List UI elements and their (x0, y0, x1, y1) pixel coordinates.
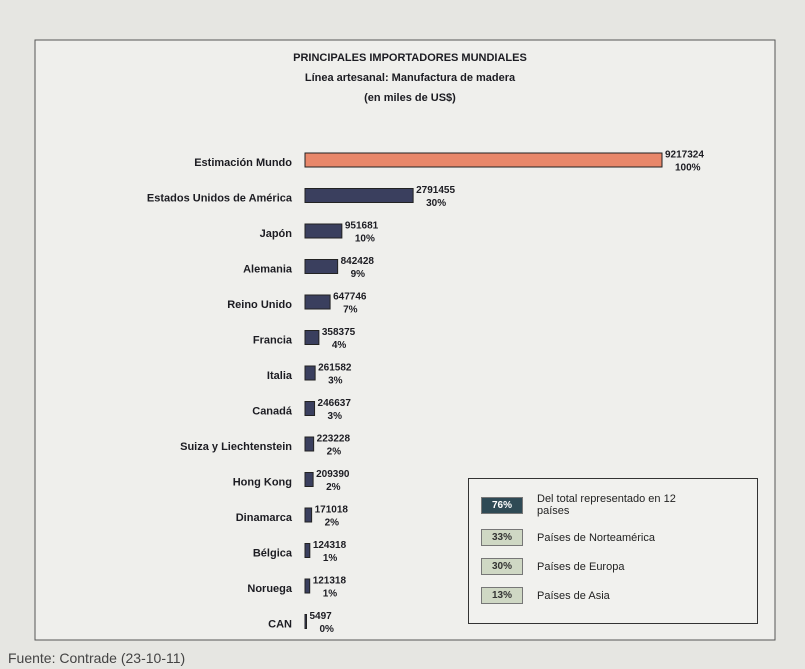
legend-text: Del total representado en 12 países (537, 493, 676, 517)
legend-badge: 30% (481, 558, 523, 575)
bar (304, 294, 331, 310)
legend-text: Países de Europa (537, 560, 625, 573)
bar (304, 401, 316, 416)
value-label: 9217324 (665, 150, 704, 161)
legend-text: Países de Norteamérica (537, 531, 655, 544)
chart-subtitle: Línea artesanal: Manufactura de madera (305, 72, 516, 84)
legend-item: 76% Del total representado en 12 países (481, 493, 745, 517)
bar (304, 578, 311, 594)
bar (304, 472, 314, 487)
category-label: Bélgica (253, 547, 293, 559)
bar (304, 365, 316, 381)
bar (304, 436, 315, 452)
bar (304, 614, 307, 629)
value-label: 842428 (341, 256, 375, 267)
category-label: Estados Unidos de América (147, 192, 293, 204)
category-label: Reino Unido (227, 299, 292, 311)
value-label: 951681 (345, 221, 379, 232)
percent-label: 0% (320, 624, 335, 635)
value-label: 5497 (310, 611, 333, 622)
percent-label: 1% (323, 553, 338, 564)
bar (304, 543, 311, 558)
legend-item: 13% Países de Asia (481, 587, 745, 604)
percent-label: 2% (326, 482, 341, 493)
value-label: 223228 (317, 434, 351, 445)
percent-label: 2% (327, 447, 342, 458)
legend-text: Países de Asia (537, 589, 610, 602)
value-label: 246637 (318, 398, 352, 409)
bar (304, 259, 339, 274)
percent-label: 1% (323, 589, 338, 600)
category-label: Noruega (247, 583, 293, 595)
value-label: 647746 (333, 292, 367, 303)
percent-label: 7% (343, 305, 358, 316)
percent-label: 3% (328, 411, 343, 422)
value-label: 261582 (318, 363, 352, 374)
bar (304, 330, 320, 345)
percent-label: 10% (355, 234, 375, 245)
bar (304, 152, 663, 168)
value-label: 171018 (315, 505, 349, 516)
chart-title: PRINCIPALES IMPORTADORES MUNDIALES (293, 52, 527, 64)
category-label: Francia (253, 334, 293, 346)
bar (304, 507, 313, 523)
category-label: Japón (260, 228, 293, 240)
legend: 76% Del total representado en 12 países 33… (468, 478, 758, 624)
legend-badge: 76% (481, 496, 523, 514)
category-label: Dinamarca (236, 512, 293, 524)
percent-label: 2% (325, 518, 340, 529)
category-label: Hong Kong (233, 476, 292, 488)
legend-item: 33% Países de Norteamérica (481, 529, 745, 546)
legend-badge: 33% (481, 529, 523, 546)
value-label: 209390 (316, 469, 350, 480)
percent-label: 100% (675, 163, 701, 174)
percent-label: 9% (351, 269, 366, 280)
legend-item: 30% Países de Europa (481, 558, 745, 575)
percent-label: 3% (328, 376, 343, 387)
percent-label: 4% (332, 340, 347, 351)
source: Fuente: Contrade (23-10-11) (8, 650, 186, 666)
category-label: Estimación Mundo (194, 157, 292, 169)
category-label: Canadá (252, 405, 293, 417)
value-label: 121318 (313, 576, 347, 587)
value-label: 2791455 (416, 185, 455, 196)
value-label: 124318 (313, 540, 347, 551)
category-label: Alemania (243, 263, 293, 275)
bar (304, 223, 343, 239)
legend-badge: 13% (481, 587, 523, 604)
unit-label: (en miles de US$) (364, 92, 456, 104)
category-label: Suiza y Liechtenstein (180, 441, 292, 453)
category-label: CAN (268, 618, 292, 630)
category-label: Italia (267, 370, 293, 382)
value-label: 358375 (322, 327, 356, 338)
bar (304, 188, 414, 203)
percent-label: 30% (426, 198, 446, 209)
